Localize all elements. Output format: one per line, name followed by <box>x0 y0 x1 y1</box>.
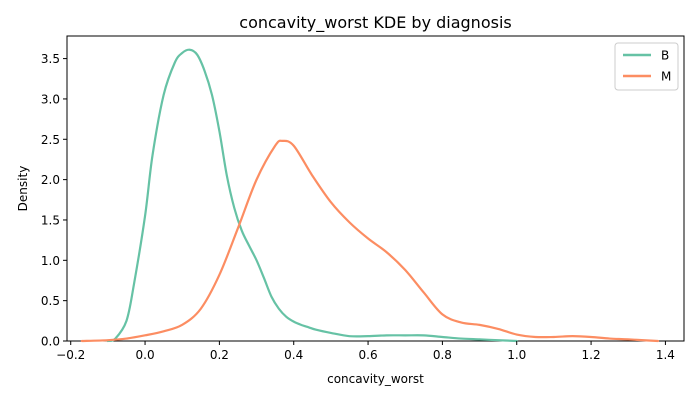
legend-label-m: M <box>661 70 671 84</box>
y-tick-label: 3.5 <box>41 52 60 66</box>
y-tick-label: 1.0 <box>41 254 60 268</box>
y-tick-label: 0.5 <box>41 294 60 308</box>
x-tick-label: 0.4 <box>284 348 303 362</box>
x-tick-label: 0.6 <box>359 348 378 362</box>
y-tick-label: 3.0 <box>41 92 60 106</box>
series-line-m <box>80 139 660 343</box>
chart-title: concavity_worst KDE by diagnosis <box>239 13 511 33</box>
x-tick-label: 1.4 <box>656 348 675 362</box>
y-tick-label: 0.0 <box>41 335 60 349</box>
x-axis: −0.2 0.0 0.2 0.4 0.6 0.8 1.0 1.2 1.4 <box>56 341 675 362</box>
series-line-b <box>106 48 518 343</box>
legend-label-b: B <box>661 49 669 63</box>
series-layer <box>80 48 660 343</box>
x-tick-label: 1.0 <box>507 348 526 362</box>
x-tick-label: −0.2 <box>56 348 85 362</box>
y-axis: 0.0 0.5 1.0 1.5 2.0 2.5 3.0 3.5 <box>41 52 67 349</box>
y-axis-label: Density <box>16 166 30 212</box>
plot-frame <box>66 35 685 342</box>
x-axis-label: concavity_worst <box>327 372 424 386</box>
y-tick-label: 2.0 <box>41 173 60 187</box>
x-tick-label: 0.0 <box>136 348 155 362</box>
x-tick-label: 0.2 <box>210 348 229 362</box>
x-tick-label: 1.2 <box>582 348 601 362</box>
legend: B M <box>614 42 679 91</box>
y-tick-label: 2.5 <box>41 133 60 147</box>
plot-area <box>66 35 685 343</box>
y-tick-label: 1.5 <box>41 213 60 227</box>
x-tick-label: 0.8 <box>433 348 452 362</box>
